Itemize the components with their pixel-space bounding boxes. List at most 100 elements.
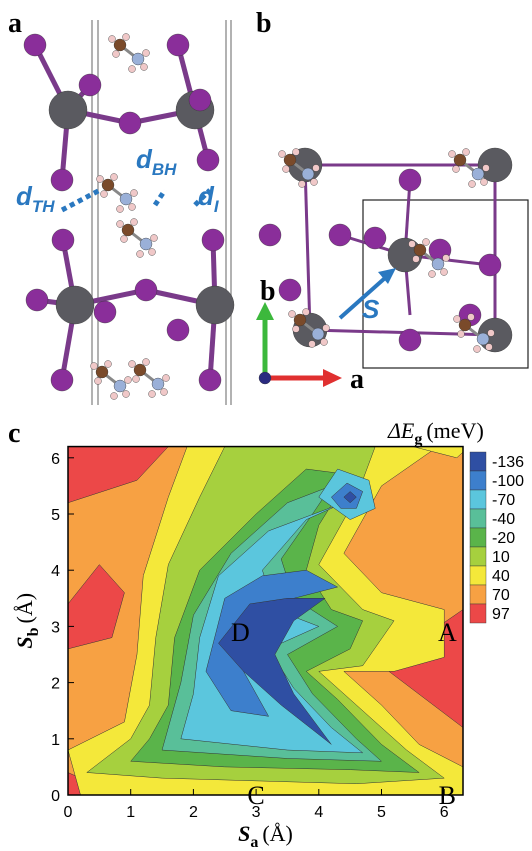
atom: [312, 328, 324, 340]
x-axis-label: Sa(Å): [238, 821, 293, 851]
atom: [259, 224, 281, 246]
atom: [432, 258, 444, 270]
atom: [454, 154, 466, 166]
legend-label: -70: [492, 492, 515, 509]
atom: [423, 239, 430, 246]
atom: [51, 369, 73, 391]
legend-swatch: [470, 604, 486, 623]
legend-swatch: [470, 471, 486, 490]
symbol: S: [238, 821, 250, 846]
atom: [458, 331, 465, 338]
y-tick-label: 5: [51, 507, 60, 524]
atom: [123, 391, 130, 398]
y-tick-label: 6: [51, 451, 60, 468]
bond: [305, 165, 310, 330]
atom: [303, 309, 310, 316]
atom: [167, 319, 189, 341]
symbol: d: [198, 181, 215, 211]
atom: [123, 34, 130, 41]
atom: [129, 66, 136, 73]
atom: [151, 235, 158, 242]
atom: [283, 166, 290, 173]
atom: [109, 36, 116, 43]
atom: [102, 179, 114, 191]
atom: [429, 271, 436, 278]
atom: [163, 375, 170, 382]
axis-label: b: [260, 276, 276, 307]
y-tick-label: 1: [51, 732, 60, 749]
bond: [62, 190, 100, 210]
atom: [131, 219, 138, 226]
point-label: A: [438, 618, 457, 647]
atom: [313, 165, 320, 172]
atom: [321, 339, 328, 346]
atom: [196, 286, 234, 324]
panel-label: b: [256, 8, 272, 39]
legend-label: 70: [492, 587, 510, 604]
unit: (Å): [262, 821, 293, 846]
atom: [483, 165, 490, 172]
point-label: B: [439, 781, 456, 810]
y-axis-label: Sb(Å): [12, 593, 42, 649]
legend-label: 10: [492, 549, 510, 566]
atom: [259, 372, 271, 384]
subscript: I: [214, 197, 220, 216]
atom: [117, 206, 124, 213]
atom: [479, 254, 501, 276]
atom: [453, 166, 460, 173]
atom: [111, 393, 118, 400]
atom: [129, 204, 136, 211]
legend-label: -40: [492, 511, 515, 528]
atom: [119, 112, 141, 134]
subscript: b: [25, 627, 42, 636]
atom: [469, 181, 476, 188]
legend-swatch: [470, 490, 486, 509]
legend-swatch: [470, 452, 486, 471]
x-tick-label: 2: [189, 804, 198, 821]
atom: [129, 361, 136, 368]
legend-swatch: [470, 509, 486, 528]
structures: [24, 20, 528, 405]
atom: [441, 269, 448, 276]
atom: [140, 238, 152, 250]
atom: [199, 369, 221, 391]
atom: [197, 149, 219, 171]
atom: [94, 301, 116, 323]
atom: [121, 236, 128, 243]
atom: [202, 229, 224, 251]
legend-label: -136: [492, 454, 524, 471]
contour-plot: 01234560123456ABCDSa(Å)Sb(Å)ΔEg(meV)-136…: [12, 418, 524, 851]
atom: [122, 224, 134, 236]
atom: [91, 363, 98, 370]
legend-label: 40: [492, 568, 510, 585]
atom: [443, 255, 450, 262]
atom: [114, 380, 126, 392]
atom: [302, 168, 314, 180]
atom: [289, 311, 296, 318]
atom: [399, 169, 421, 191]
atom: [454, 316, 461, 323]
atom: [49, 91, 87, 129]
point-label: C: [247, 781, 264, 810]
distance-label: dTH: [16, 181, 55, 216]
atom: [474, 346, 481, 353]
unit: (meV): [426, 418, 483, 443]
atom: [279, 279, 301, 301]
atom: [135, 279, 157, 301]
atom: [105, 361, 112, 368]
figure: a b c dTH dBH dI S b a 01234560123456ABC…: [0, 0, 532, 851]
atom: [152, 378, 164, 390]
distance-label: dI: [198, 181, 220, 216]
atom: [486, 344, 493, 351]
atom: [96, 366, 108, 378]
atom: [149, 391, 156, 398]
arrow-head: [323, 369, 342, 387]
atom: [149, 249, 156, 256]
distance-label: dBH: [136, 144, 177, 179]
legend-swatch: [470, 547, 486, 566]
x-tick-label: 0: [64, 804, 73, 821]
atom: [399, 329, 421, 351]
symbol: d: [136, 144, 153, 174]
atom: [364, 227, 386, 249]
atom: [125, 377, 132, 384]
